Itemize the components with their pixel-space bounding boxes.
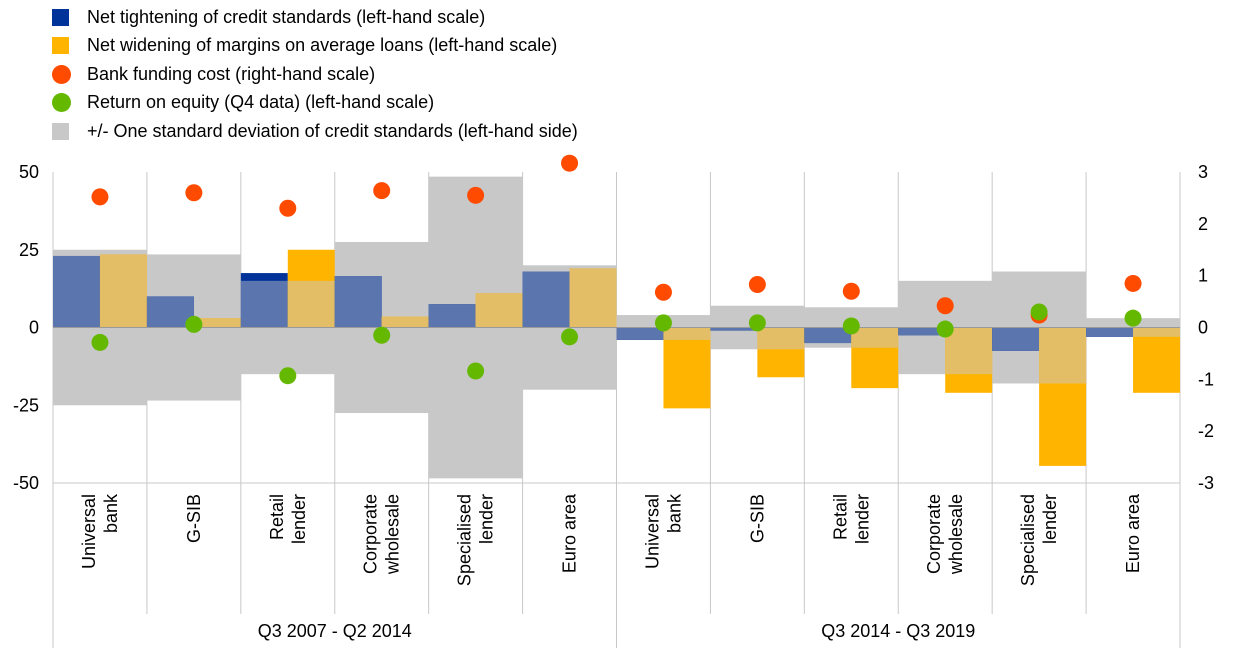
legend-marker-funding-cost — [52, 64, 71, 84]
point-roe-5 — [467, 362, 485, 380]
legend-label-tightening: Net tightening of credit standards (left… — [87, 6, 486, 27]
legend-item-funding-cost: Bank funding cost (right-hand scale) — [52, 60, 578, 89]
bar-margins-1-band-overlap — [99, 254, 147, 328]
legend-item-tightening: Net tightening of credit standards (left… — [52, 3, 578, 32]
bar-tightening-9-band-overlap — [804, 327, 852, 344]
point-roe-4 — [373, 326, 391, 344]
category-label-1-line-1: Universal — [79, 494, 99, 569]
y-tick-label-left: 50 — [19, 162, 39, 182]
bar-margins-2-band-overlap — [193, 318, 241, 328]
legend-marker-roe — [52, 93, 71, 113]
point-roe-6 — [561, 328, 579, 346]
category-label-10-line-1: Corporate — [924, 494, 944, 574]
bar-margins-6-band-overlap — [569, 268, 617, 328]
category-label-8-line-1: G-SIB — [747, 494, 767, 543]
point-roe-10 — [936, 320, 954, 338]
point-funding-cost-8 — [748, 275, 766, 293]
category-label-5-line-2: lender — [477, 494, 497, 544]
category-label-1-line-2: bank — [101, 493, 121, 533]
category-label-7-line-1: Universal — [642, 494, 662, 569]
y-tick-label-right: -1 — [1198, 369, 1214, 389]
point-funding-cost-2 — [185, 184, 203, 202]
bar-margins-10-band-overlap — [945, 327, 993, 375]
legend-swatch-tightening — [52, 8, 69, 26]
legend-label-funding-cost: Bank funding cost (right-hand scale) — [87, 63, 376, 84]
point-roe-8 — [748, 314, 766, 332]
category-label-2-line-1: G-SIB — [184, 494, 204, 543]
legend-label-std-band: +/- One standard deviation of credit sta… — [87, 120, 578, 141]
category-label-7-line-2: bank — [664, 493, 684, 533]
point-roe-11 — [1030, 303, 1048, 321]
category-label-4-line-2: wholesale — [383, 494, 403, 575]
point-roe-2 — [185, 315, 203, 333]
bar-margins-12 — [1133, 327, 1180, 393]
point-roe-9 — [842, 317, 860, 335]
legend-item-margins: Net widening of margins on average loans… — [52, 32, 578, 61]
legend-swatch-margins — [52, 37, 69, 55]
y-tick-label-left: 25 — [19, 240, 39, 260]
bar-margins-5-band-overlap — [475, 293, 523, 328]
y-tick-label-right: -3 — [1198, 473, 1214, 493]
bar-tightening-3-band-overlap — [240, 280, 288, 328]
y-tick-label-right: -2 — [1198, 421, 1214, 441]
bar-tightening-6-band-overlap — [522, 271, 570, 328]
category-label-3-line-2: lender — [289, 494, 309, 544]
category-label-5-line-1: Specialised — [455, 494, 475, 586]
point-funding-cost-12 — [1124, 274, 1142, 292]
y-tick-label-right: 0 — [1198, 318, 1208, 338]
category-label-4-line-1: Corporate — [361, 494, 381, 574]
bar-tightening-1-band-overlap — [53, 255, 100, 328]
category-label-3-line-1: Retail — [267, 494, 287, 540]
category-label-11-line-1: Specialised — [1018, 494, 1038, 586]
category-label-10-line-2: wholesale — [946, 494, 966, 575]
point-roe-7 — [654, 314, 672, 332]
bar-tightening-8-band-overlap — [710, 327, 758, 331]
bar-tightening-10-band-overlap — [898, 327, 946, 336]
bar-tightening-7-band-overlap — [616, 327, 664, 340]
bar-tightening-5-band-overlap — [428, 304, 476, 328]
bar-margins-11-band-overlap — [1039, 327, 1087, 384]
point-funding-cost-9 — [842, 282, 860, 300]
bar-margins-3-band-overlap — [287, 280, 335, 328]
category-label-9-line-2: lender — [852, 494, 872, 544]
legend-item-std-band: +/- One standard deviation of credit sta… — [52, 117, 578, 146]
bar-margins-8-band-overlap — [757, 327, 805, 350]
category-label-9-line-1: Retail — [830, 494, 850, 540]
point-funding-cost-4 — [373, 182, 391, 200]
period-label-1: Q3 2007 - Q2 2014 — [258, 621, 412, 641]
y-tick-label-left: 0 — [29, 318, 39, 338]
point-funding-cost-7 — [654, 283, 672, 301]
bar-tightening-11-band-overlap — [992, 327, 1040, 351]
point-funding-cost-1 — [91, 188, 109, 206]
bar-tightening-12-band-overlap — [1086, 327, 1134, 337]
y-tick-label-left: -25 — [13, 395, 39, 415]
legend: Net tightening of credit standards (left… — [52, 3, 578, 146]
category-label-12-line-1: Euro area — [1123, 493, 1143, 573]
point-roe-3 — [279, 367, 297, 385]
point-funding-cost-3 — [279, 199, 297, 217]
bar-tightening-4-band-overlap — [334, 276, 382, 328]
legend-label-roe: Return on equity (Q4 data) (left-hand sc… — [87, 92, 435, 113]
legend-item-roe: Return on equity (Q4 data) (left-hand sc… — [52, 89, 578, 118]
point-funding-cost-6 — [561, 154, 579, 172]
y-tick-label-left: -50 — [13, 473, 39, 493]
y-tick-label-right: 1 — [1198, 266, 1208, 286]
period-label-2: Q3 2014 - Q3 2019 — [821, 621, 975, 641]
y-tick-label-right: 2 — [1198, 214, 1208, 234]
legend-label-margins: Net widening of margins on average loans… — [87, 35, 558, 56]
legend-swatch-std-band — [52, 122, 69, 140]
bar-margins-4-band-overlap — [381, 316, 429, 328]
point-funding-cost-5 — [467, 186, 485, 204]
bar-margins-12-band-overlap — [1133, 327, 1180, 337]
bar-margins-9-band-overlap — [851, 327, 899, 348]
point-funding-cost-10 — [936, 297, 954, 315]
bar-margins-7-band-overlap — [663, 327, 711, 340]
category-label-11-line-2: lender — [1040, 494, 1060, 544]
point-roe-12 — [1124, 309, 1142, 327]
bar-margins-7 — [663, 327, 711, 409]
y-tick-label-right: 3 — [1198, 162, 1208, 182]
point-roe-1 — [91, 333, 109, 351]
category-label-6-line-1: Euro area — [560, 493, 580, 573]
